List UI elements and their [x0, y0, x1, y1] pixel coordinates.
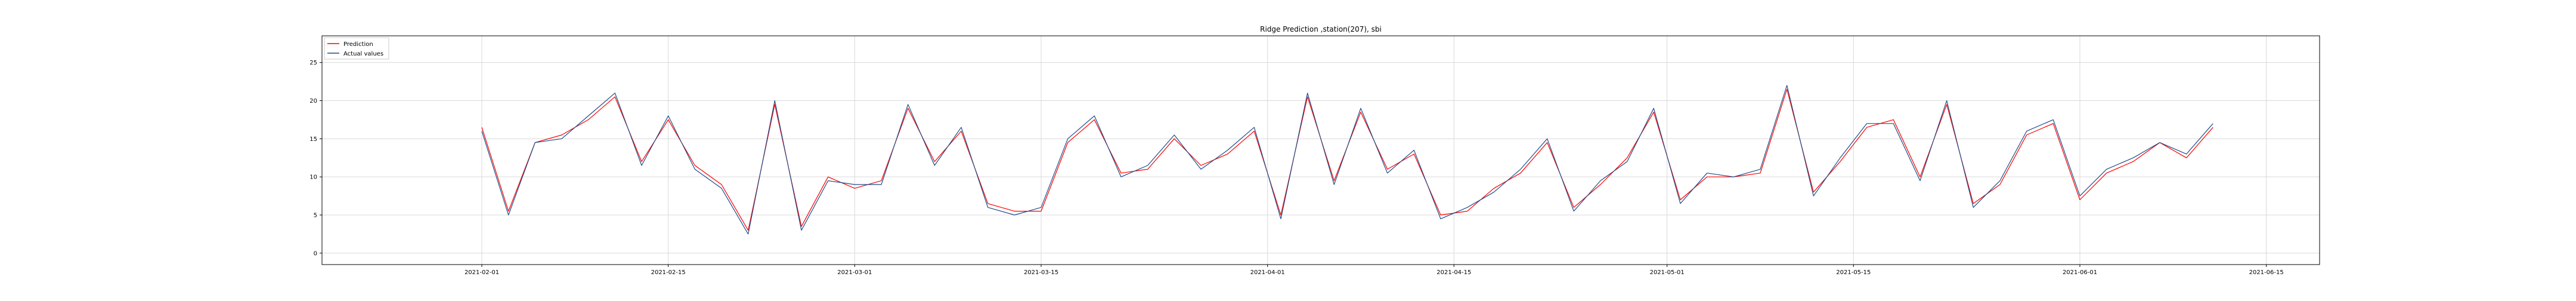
x-tick-label: 2021-06-15: [2249, 269, 2284, 276]
legend-box: [324, 37, 389, 60]
x-tick-label: 2021-04-15: [1436, 269, 1471, 276]
y-tick-label: 0: [314, 250, 317, 257]
x-axis-ticks: 2021-02-01 2021-02-15 2021-03-01 2021-03-15…: [465, 265, 2284, 276]
x-tick-label: 2021-02-15: [651, 269, 686, 276]
x-tick-label: 2021-04-01: [1250, 269, 1285, 276]
y-tick-label: 20: [309, 98, 317, 105]
legend-actual-label: Actual values: [343, 51, 383, 57]
plot-frame: [321, 35, 2320, 265]
y-tick-label: 5: [314, 213, 317, 219]
legend: Prediction Actual values: [324, 37, 389, 60]
y-tick-label: 25: [309, 60, 317, 66]
x-tick-label: 2021-03-15: [1024, 269, 1058, 276]
x-tick-label: 2021-06-01: [2063, 269, 2097, 276]
y-tick-label: 15: [309, 136, 317, 143]
chart-title: Ridge Prediction ,station(207), sbi: [1260, 25, 1382, 33]
legend-prediction-label: Prediction: [343, 41, 373, 48]
x-tick-label: 2021-03-01: [837, 269, 872, 276]
x-tick-label: 2021-05-01: [1650, 269, 1685, 276]
series-layer: [481, 85, 2213, 235]
x-tick-label: 2021-05-15: [1836, 269, 1871, 276]
actual-values-line: [481, 85, 2213, 235]
y-tick-label: 10: [309, 174, 317, 181]
prediction-line: [481, 88, 2213, 231]
y-axis-ticks: 0 5 10 15 20 25: [309, 60, 322, 257]
grid: [322, 36, 2320, 265]
x-tick-label: 2021-02-01: [465, 269, 499, 276]
